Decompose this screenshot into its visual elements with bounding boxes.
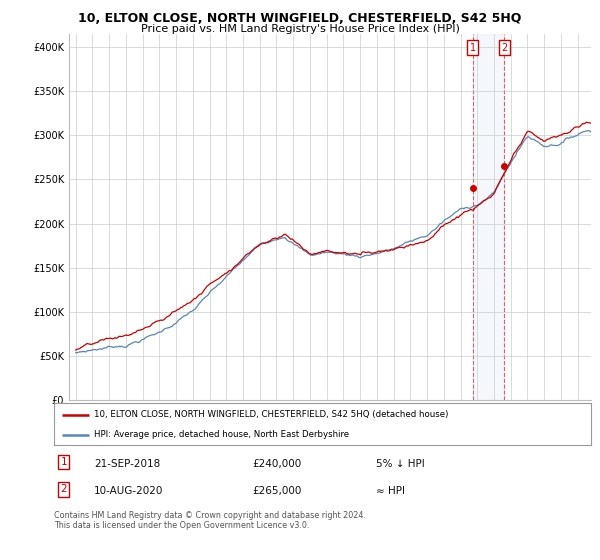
Text: 21-SEP-2018: 21-SEP-2018 bbox=[94, 459, 161, 469]
Text: 10, ELTON CLOSE, NORTH WINGFIELD, CHESTERFIELD, S42 5HQ (detached house): 10, ELTON CLOSE, NORTH WINGFIELD, CHESTE… bbox=[94, 410, 449, 419]
Text: 10-AUG-2020: 10-AUG-2020 bbox=[94, 486, 164, 496]
Text: ≈ HPI: ≈ HPI bbox=[376, 486, 405, 496]
Text: 1: 1 bbox=[61, 457, 67, 467]
Text: 2: 2 bbox=[501, 43, 507, 53]
Text: £240,000: £240,000 bbox=[253, 459, 302, 469]
Text: 10, ELTON CLOSE, NORTH WINGFIELD, CHESTERFIELD, S42 5HQ: 10, ELTON CLOSE, NORTH WINGFIELD, CHESTE… bbox=[79, 12, 521, 25]
Text: 5% ↓ HPI: 5% ↓ HPI bbox=[376, 459, 425, 469]
Text: Price paid vs. HM Land Registry's House Price Index (HPI): Price paid vs. HM Land Registry's House … bbox=[140, 24, 460, 34]
Text: Contains HM Land Registry data © Crown copyright and database right 2024.
This d: Contains HM Land Registry data © Crown c… bbox=[54, 511, 366, 530]
Text: HPI: Average price, detached house, North East Derbyshire: HPI: Average price, detached house, Nort… bbox=[94, 430, 349, 439]
Text: £265,000: £265,000 bbox=[253, 486, 302, 496]
Bar bbox=[473, 34, 504, 400]
Text: 2: 2 bbox=[61, 484, 67, 494]
Text: 1: 1 bbox=[469, 43, 476, 53]
